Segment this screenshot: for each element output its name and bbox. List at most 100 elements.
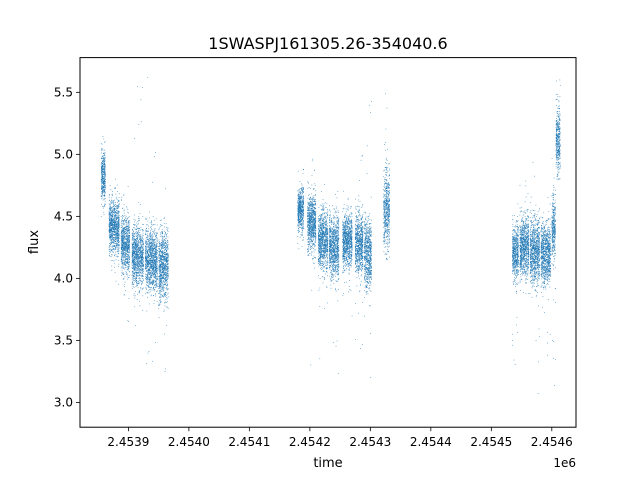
data-point bbox=[136, 244, 138, 246]
data-point bbox=[135, 247, 137, 248]
data-point bbox=[151, 283, 153, 285]
data-point bbox=[155, 251, 157, 253]
data-point bbox=[145, 242, 147, 243]
data-point bbox=[146, 265, 148, 266]
data-point bbox=[103, 177, 104, 179]
data-point bbox=[136, 229, 138, 231]
data-point bbox=[111, 216, 112, 218]
data-point bbox=[117, 243, 118, 245]
data-point bbox=[151, 246, 153, 247]
data-point bbox=[104, 173, 106, 174]
data-point bbox=[127, 236, 129, 238]
data-point bbox=[121, 256, 122, 258]
data-point bbox=[147, 76, 149, 78]
data-point bbox=[127, 228, 129, 229]
data-point bbox=[152, 266, 153, 268]
data-point bbox=[135, 284, 137, 286]
data-point bbox=[149, 256, 151, 258]
data-point bbox=[142, 235, 144, 236]
data-point bbox=[166, 276, 167, 277]
data-point bbox=[123, 231, 124, 233]
data-point bbox=[113, 222, 114, 224]
data-point bbox=[162, 269, 164, 270]
data-point bbox=[161, 251, 163, 253]
data-point bbox=[137, 249, 138, 250]
data-point bbox=[126, 248, 127, 250]
data-point bbox=[134, 224, 136, 226]
data-point bbox=[153, 248, 155, 249]
data-point bbox=[154, 249, 156, 251]
data-point bbox=[161, 270, 163, 272]
data-point bbox=[134, 276, 135, 278]
data-point bbox=[155, 262, 156, 263]
data-point bbox=[109, 206, 111, 208]
data-point bbox=[108, 228, 110, 230]
data-point bbox=[158, 293, 160, 294]
data-point bbox=[131, 253, 133, 255]
data-point bbox=[110, 213, 112, 215]
data-point bbox=[135, 279, 136, 280]
data-point bbox=[115, 229, 117, 230]
data-point bbox=[151, 289, 153, 291]
data-point bbox=[163, 272, 165, 273]
data-point bbox=[135, 231, 136, 233]
data-point bbox=[137, 264, 139, 265]
data-point bbox=[152, 233, 153, 235]
data-point bbox=[155, 263, 156, 265]
data-point bbox=[154, 275, 156, 277]
data-point bbox=[161, 240, 163, 241]
data-point bbox=[136, 246, 137, 248]
data-point bbox=[128, 229, 130, 230]
data-point bbox=[147, 286, 149, 288]
data-point bbox=[115, 236, 117, 238]
data-point bbox=[113, 260, 115, 262]
data-point bbox=[123, 238, 124, 240]
data-point bbox=[154, 262, 156, 264]
data-point bbox=[162, 259, 164, 260]
data-point bbox=[152, 273, 154, 274]
data-point bbox=[133, 272, 134, 274]
data-point bbox=[102, 193, 103, 194]
data-point bbox=[160, 232, 161, 234]
data-point bbox=[144, 293, 146, 295]
data-point bbox=[123, 242, 124, 243]
data-point bbox=[140, 251, 142, 252]
data-point bbox=[152, 230, 153, 232]
data-point bbox=[133, 264, 135, 265]
data-point bbox=[142, 262, 143, 264]
data-point bbox=[110, 223, 112, 224]
data-point bbox=[166, 265, 167, 266]
data-point bbox=[160, 245, 161, 246]
data-point bbox=[147, 245, 149, 247]
data-point bbox=[118, 227, 119, 228]
data-point bbox=[116, 228, 117, 230]
data-point bbox=[118, 206, 120, 208]
data-point bbox=[162, 242, 164, 243]
data-point bbox=[166, 288, 168, 290]
data-point bbox=[151, 243, 153, 245]
data-point bbox=[108, 214, 110, 215]
data-point bbox=[103, 171, 105, 172]
data-point bbox=[123, 243, 125, 244]
data-point bbox=[162, 246, 164, 248]
data-point bbox=[142, 260, 144, 262]
data-point bbox=[116, 220, 118, 222]
data-point bbox=[121, 247, 123, 248]
data-point bbox=[112, 227, 113, 228]
data-point bbox=[141, 272, 143, 273]
data-point bbox=[109, 226, 111, 227]
data-point bbox=[164, 236, 165, 237]
data-point bbox=[110, 250, 112, 252]
data-point bbox=[151, 240, 153, 242]
data-point bbox=[163, 294, 165, 296]
data-point bbox=[151, 261, 153, 263]
data-point bbox=[153, 230, 155, 232]
data-point bbox=[131, 282, 133, 283]
data-point bbox=[118, 238, 120, 239]
data-point bbox=[158, 266, 160, 268]
data-point bbox=[111, 221, 113, 223]
data-point bbox=[128, 234, 129, 236]
data-point bbox=[121, 241, 123, 242]
data-point bbox=[127, 254, 128, 256]
